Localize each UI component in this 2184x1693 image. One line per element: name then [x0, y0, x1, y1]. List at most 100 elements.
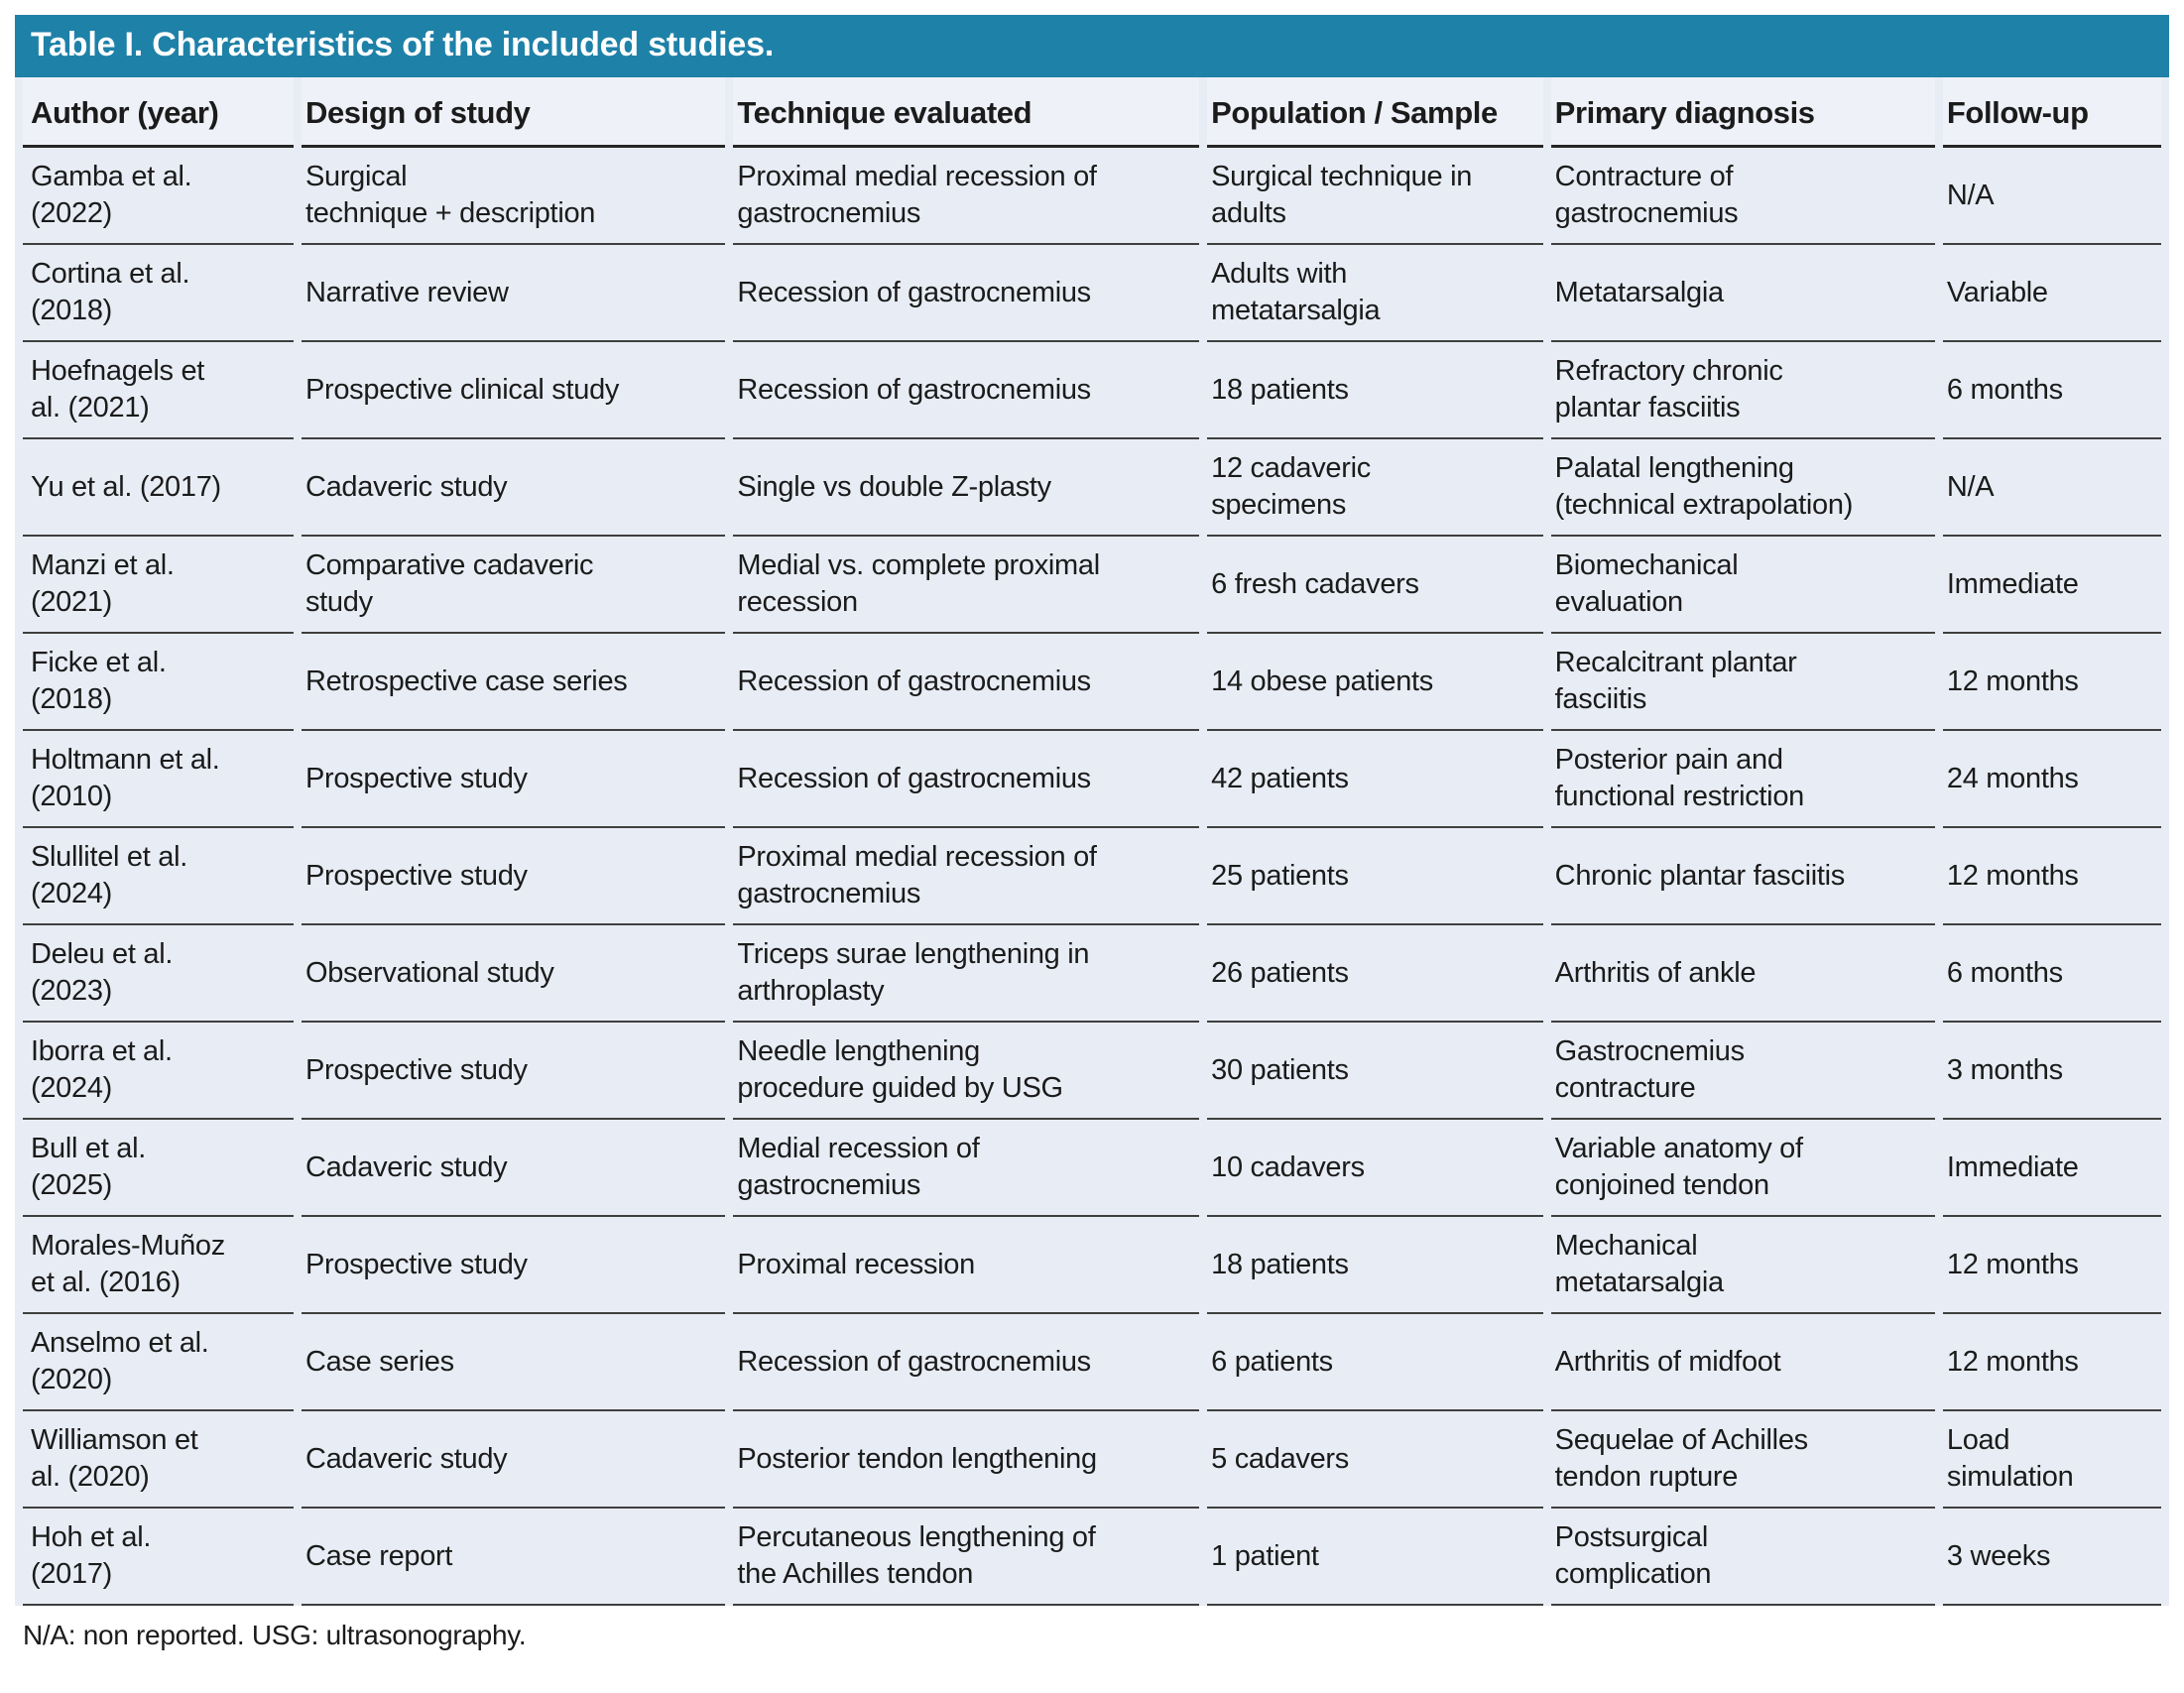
table-row: Morales-Muñoz et al. (2016) Prospective s…	[23, 1217, 2161, 1314]
cell-population: 30 patients	[1207, 1023, 1543, 1120]
cell-technique: Recession of gastrocnemius	[733, 342, 1200, 439]
cell-technique: Percutaneous lengthening of the Achilles…	[733, 1509, 1200, 1606]
table-row: Gamba et al. (2022) Surgical technique + …	[23, 148, 2161, 245]
cell-population: 1 patient	[1207, 1509, 1543, 1606]
cell-design: Cadaveric study	[301, 1411, 726, 1509]
cell-technique: Triceps surae lengthening in arthroplast…	[733, 925, 1200, 1023]
table-row: Slullitel et al. (2024) Prospective study…	[23, 828, 2161, 925]
cell-design: Surgical technique + description	[301, 148, 726, 245]
column-header-technique: Technique evaluated	[733, 77, 1200, 148]
cell-population: Surgical technique in adults	[1207, 148, 1543, 245]
cell-population: 5 cadavers	[1207, 1411, 1543, 1509]
cell-author: Iborra et al. (2024)	[23, 1023, 294, 1120]
cell-diagnosis: Mechanical metatarsalgia	[1550, 1217, 1935, 1314]
cell-technique: Recession of gastrocnemius	[733, 245, 1200, 342]
table-row: Iborra et al. (2024) Prospective study Nee…	[23, 1023, 2161, 1120]
cell-population: 14 obese patients	[1207, 634, 1543, 731]
cell-diagnosis: Metatarsalgia	[1550, 245, 1935, 342]
cell-followup: 3 weeks	[1942, 1509, 2161, 1606]
column-header-followup: Follow-up	[1942, 77, 2161, 148]
header-row: Author (year) Design of study Technique …	[23, 77, 2161, 148]
cell-diagnosis: Contracture of gastrocnemius	[1550, 148, 1935, 245]
cell-author: Cortina et al. (2018)	[23, 245, 294, 342]
cell-population: 6 fresh cadavers	[1207, 537, 1543, 634]
cell-diagnosis: Refractory chronic plantar fasciitis	[1550, 342, 1935, 439]
studies-table: Author (year) Design of study Technique …	[15, 77, 2169, 1606]
cell-author: Gamba et al. (2022)	[23, 148, 294, 245]
table-row: Hoefnagels et al. (2021) Prospective clin…	[23, 342, 2161, 439]
cell-population: 10 cadavers	[1207, 1120, 1543, 1217]
cell-population: 25 patients	[1207, 828, 1543, 925]
cell-technique: Recession of gastrocnemius	[733, 1314, 1200, 1411]
table-row: Williamson et al. (2020) Cadaveric study P…	[23, 1411, 2161, 1509]
cell-followup: Variable	[1942, 245, 2161, 342]
table-footnote: N/A: non reported. USG: ultrasonography.	[23, 1620, 527, 1650]
cell-author: Anselmo et al. (2020)	[23, 1314, 294, 1411]
table-row: Deleu et al. (2023) Observational study Tr…	[23, 925, 2161, 1023]
cell-author: Slullitel et al. (2024)	[23, 828, 294, 925]
cell-population: 18 patients	[1207, 342, 1543, 439]
cell-design: Narrative review	[301, 245, 726, 342]
table-body: Gamba et al. (2022) Surgical technique + …	[23, 148, 2161, 1606]
cell-technique: Recession of gastrocnemius	[733, 731, 1200, 828]
column-header-diagnosis: Primary diagnosis	[1550, 77, 1935, 148]
cell-followup: N/A	[1942, 439, 2161, 537]
cell-author: Holtmann et al. (2010)	[23, 731, 294, 828]
cell-design: Cadaveric study	[301, 1120, 726, 1217]
cell-author: Hoh et al. (2017)	[23, 1509, 294, 1606]
cell-technique: Medial vs. complete proximal recession	[733, 537, 1200, 634]
cell-followup: Immediate	[1942, 537, 2161, 634]
cell-followup: 12 months	[1942, 828, 2161, 925]
cell-technique: Proximal recession	[733, 1217, 1200, 1314]
cell-design: Comparative cadaveric study	[301, 537, 726, 634]
table-row: Holtmann et al. (2010) Prospective study R…	[23, 731, 2161, 828]
cell-design: Prospective study	[301, 828, 726, 925]
cell-diagnosis: Posterior pain and functional restrictio…	[1550, 731, 1935, 828]
cell-technique: Needle lengthening procedure guided by U…	[733, 1023, 1200, 1120]
cell-technique: Recession of gastrocnemius	[733, 634, 1200, 731]
table-row: Bull et al. (2025) Cadaveric study Medial …	[23, 1120, 2161, 1217]
cell-author: Yu et al. (2017)	[23, 439, 294, 537]
cell-design: Prospective study	[301, 1217, 726, 1314]
cell-followup: 3 months	[1942, 1023, 2161, 1120]
cell-author: Williamson et al. (2020)	[23, 1411, 294, 1509]
cell-followup: 6 months	[1942, 925, 2161, 1023]
cell-population: 12 cadaveric specimens	[1207, 439, 1543, 537]
cell-diagnosis: Biomechanical evaluation	[1550, 537, 1935, 634]
cell-technique: Proximal medial recession of gastrocnemi…	[733, 148, 1200, 245]
cell-author: Morales-Muñoz et al. (2016)	[23, 1217, 294, 1314]
cell-followup: 24 months	[1942, 731, 2161, 828]
cell-technique: Posterior tendon lengthening	[733, 1411, 1200, 1509]
cell-author: Ficke et al. (2018)	[23, 634, 294, 731]
cell-diagnosis: Sequelae of Achilles tendon rupture	[1550, 1411, 1935, 1509]
table-row: Yu et al. (2017) Cadaveric study Single vs…	[23, 439, 2161, 537]
column-header-design: Design of study	[301, 77, 726, 148]
cell-diagnosis: Palatal lengthening (technical extrapola…	[1550, 439, 1935, 537]
cell-followup: Immediate	[1942, 1120, 2161, 1217]
cell-design: Case report	[301, 1509, 726, 1606]
table-row: Ficke et al. (2018) Retrospective case se…	[23, 634, 2161, 731]
cell-design: Prospective study	[301, 731, 726, 828]
cell-design: Case series	[301, 1314, 726, 1411]
cell-population: 42 patients	[1207, 731, 1543, 828]
cell-diagnosis: Recalcitrant plantar fasciitis	[1550, 634, 1935, 731]
cell-author: Manzi et al. (2021)	[23, 537, 294, 634]
cell-author: Deleu et al. (2023)	[23, 925, 294, 1023]
cell-design: Prospective study	[301, 1023, 726, 1120]
cell-author: Hoefnagels et al. (2021)	[23, 342, 294, 439]
cell-diagnosis: Arthritis of ankle	[1550, 925, 1935, 1023]
cell-diagnosis: Postsurgical complication	[1550, 1509, 1935, 1606]
cell-followup: 12 months	[1942, 1314, 2161, 1411]
cell-followup: 12 months	[1942, 634, 2161, 731]
cell-diagnosis: Arthritis of midfoot	[1550, 1314, 1935, 1411]
cell-design: Retrospective case series	[301, 634, 726, 731]
cell-population: Adults with metatarsalgia	[1207, 245, 1543, 342]
table-row: Hoh et al. (2017) Case report Percutaneous…	[23, 1509, 2161, 1606]
cell-followup: Load simulation	[1942, 1411, 2161, 1509]
cell-population: 18 patients	[1207, 1217, 1543, 1314]
cell-population: 26 patients	[1207, 925, 1543, 1023]
cell-technique: Single vs double Z-plasty	[733, 439, 1200, 537]
cell-followup: 12 months	[1942, 1217, 2161, 1314]
cell-author: Bull et al. (2025)	[23, 1120, 294, 1217]
